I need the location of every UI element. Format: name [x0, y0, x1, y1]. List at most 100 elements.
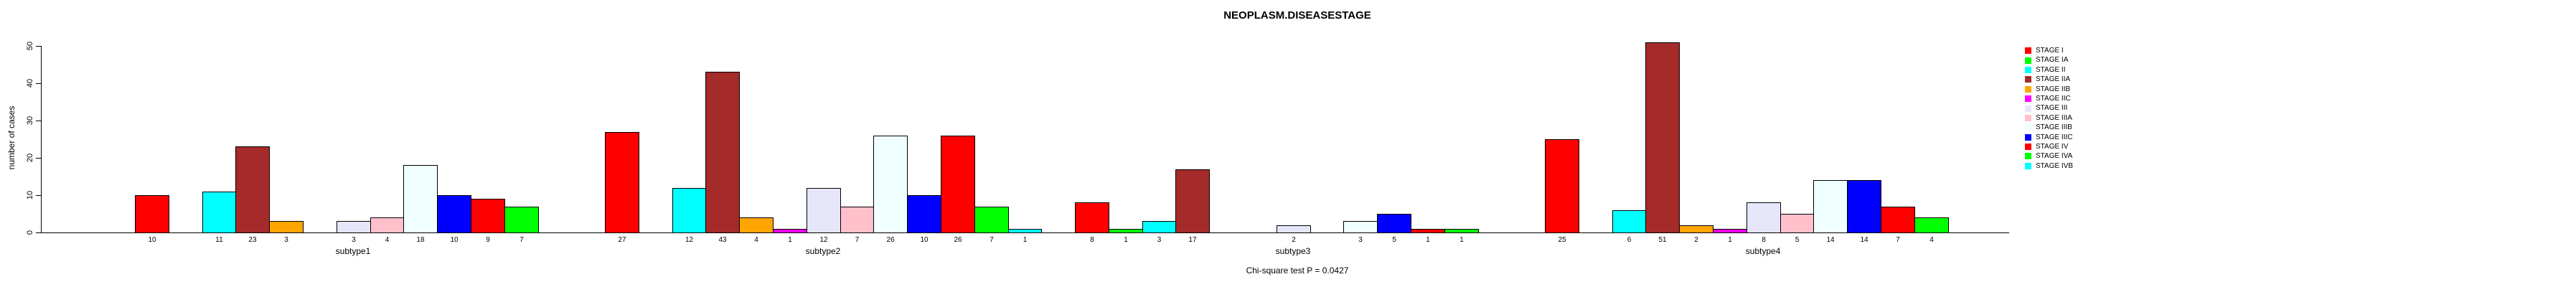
bar-stage-iiib: [873, 136, 908, 233]
bar-value-label: 9: [486, 236, 490, 244]
legend-label: STAGE III: [2036, 104, 2068, 113]
bar-value-label: 6: [1627, 236, 1632, 244]
bar-stage-iib: [739, 217, 774, 233]
bar-value-label: 3: [284, 236, 288, 244]
legend-entry: STAGE IVA: [2025, 151, 2073, 161]
bar-value-label: 3: [1358, 236, 1363, 244]
legend-swatch-icon: [2025, 57, 2031, 64]
bar-stage-ii: [1142, 221, 1176, 233]
legend-entry: STAGE IIA: [2025, 75, 2073, 84]
bar-value-label: 1: [788, 236, 792, 244]
legend-entry: STAGE IIB: [2025, 85, 2073, 94]
bar-value-label: 23: [248, 236, 257, 244]
y-axis-label: number of cases: [6, 105, 17, 170]
y-axis-line: [41, 46, 42, 233]
bar-value-label: 10: [450, 236, 459, 244]
bar-value-label: 12: [685, 236, 694, 244]
legend-entry: STAGE IIIC: [2025, 133, 2073, 142]
bar-stage-iv: [1881, 207, 1915, 233]
legend-label: STAGE IIIC: [2036, 133, 2073, 141]
legend-label: STAGE II: [2036, 65, 2066, 74]
bar-value-label: 14: [1860, 236, 1868, 244]
bar-stage-ii: [672, 188, 706, 233]
bar-stage-ivb: [1008, 229, 1042, 233]
legend-swatch-icon: [2025, 95, 2031, 103]
bar-value-label: 3: [352, 236, 356, 244]
legend-label: STAGE IIA: [2036, 75, 2071, 84]
legend-swatch-icon: [2025, 66, 2031, 73]
bar-value-label: 43: [718, 236, 727, 244]
y-tick-mark: [36, 158, 41, 159]
legend-label: STAGE IIB: [2036, 85, 2071, 93]
legend-entry: STAGE II: [2025, 65, 2073, 75]
bar-value-label: 17: [1188, 236, 1197, 244]
bar-value-label: 18: [416, 236, 425, 244]
bar-stage-iii: [807, 188, 841, 233]
legend-entry: STAGE I: [2025, 46, 2073, 55]
legend-entry: STAGE IV: [2025, 142, 2073, 151]
bar-stage-iii: [337, 221, 371, 233]
bar-stage-iva: [504, 207, 539, 233]
bar-value-label: 3: [1157, 236, 1162, 244]
y-tick-label: 50: [26, 41, 34, 51]
y-tick-mark: [36, 46, 41, 47]
legend-label: STAGE IVB: [2036, 161, 2074, 170]
legend-swatch-icon: [2025, 47, 2031, 55]
legend-label: STAGE IIIA: [2036, 113, 2072, 122]
legend-swatch-icon: [2025, 162, 2031, 169]
bar-value-label: 1: [1124, 236, 1128, 244]
bar-stage-i: [605, 132, 639, 233]
y-tick-mark: [36, 83, 41, 84]
bar-stage-iv: [941, 136, 975, 233]
legend-label: STAGE IVA: [2036, 152, 2073, 161]
legend-entry: STAGE III: [2025, 103, 2073, 113]
bar-stage-iva: [974, 207, 1009, 233]
bar-value-label: 11: [215, 236, 223, 244]
bar-value-label: 27: [618, 236, 626, 244]
bar-value-label: 5: [1392, 236, 1396, 244]
legend-swatch-icon: [2025, 85, 2031, 93]
bar-value-label: 8: [1090, 236, 1094, 244]
legend-swatch-icon: [2025, 114, 2031, 121]
legend-label: STAGE I: [2036, 47, 2064, 55]
bar-stage-iii: [1747, 202, 1781, 233]
bar-value-label: 7: [855, 236, 860, 244]
y-tick-label: 40: [26, 78, 34, 88]
bar-stage-iia: [1175, 169, 1210, 233]
y-tick-mark: [36, 195, 41, 196]
bar-value-label: 7: [520, 236, 524, 244]
legend-swatch-icon: [2025, 76, 2031, 83]
x-category-label: subtype2: [805, 246, 841, 256]
bar-stage-iic: [773, 229, 807, 233]
bar-stage-iib: [269, 221, 304, 233]
bar-value-label: 4: [754, 236, 758, 244]
x-category-label: subtype3: [1275, 246, 1311, 256]
legend-label: STAGE IA: [2036, 56, 2069, 65]
bar-stage-iv: [471, 199, 505, 233]
bar-stage-ia: [1109, 229, 1143, 233]
legend-swatch-icon: [2025, 105, 2031, 112]
legend-swatch-icon: [2025, 133, 2031, 141]
bar-stage-iiia: [840, 207, 874, 233]
legend-swatch-icon: [2025, 124, 2031, 131]
bar-value-label: 7: [1896, 236, 1900, 244]
legend-label: STAGE IV: [2036, 142, 2069, 151]
bar-value-label: 12: [819, 236, 828, 244]
bar-value-label: 2: [1694, 236, 1698, 244]
x-category-label: subtype1: [335, 246, 371, 256]
bar-stage-iiic: [1847, 180, 1881, 233]
bar-value-label: 10: [920, 236, 929, 244]
bar-value-label: 5: [1795, 236, 1800, 244]
x-category-label: subtype4: [1745, 246, 1781, 256]
y-tick-label: 10: [26, 190, 34, 200]
bar-stage-iic: [1713, 229, 1747, 233]
bar-value-label: 26: [954, 236, 962, 244]
bar-value-label: 1: [1426, 236, 1430, 244]
bar-value-label: 51: [1658, 236, 1667, 244]
bar-stage-iia: [705, 72, 740, 233]
bar-stage-ii: [1612, 210, 1646, 233]
legend-label: STAGE IIC: [2036, 94, 2071, 103]
bar-stage-iiib: [1343, 221, 1378, 233]
bar-value-label: 7: [989, 236, 994, 244]
